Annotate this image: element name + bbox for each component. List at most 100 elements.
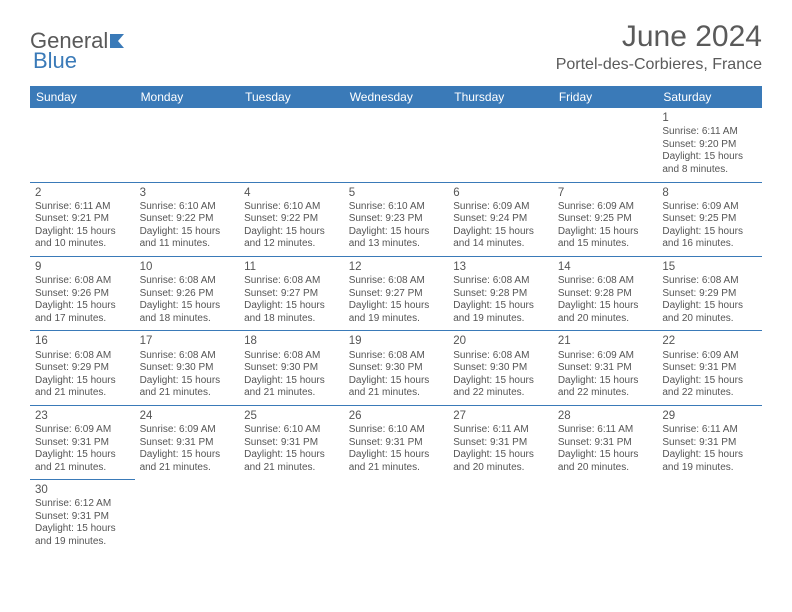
- day-detail: Sunrise: 6:09 AM: [558, 350, 653, 363]
- day-header: Sunday: [30, 86, 135, 108]
- day-detail: and 21 minutes.: [244, 462, 339, 475]
- day-detail: Daylight: 15 hours: [35, 375, 130, 388]
- day-detail: Daylight: 15 hours: [349, 449, 444, 462]
- calendar-cell: 17Sunrise: 6:08 AMSunset: 9:30 PMDayligh…: [135, 331, 240, 405]
- day-detail: and 20 minutes.: [558, 313, 653, 326]
- day-detail: Sunset: 9:31 PM: [558, 437, 653, 450]
- calendar-cell: 15Sunrise: 6:08 AMSunset: 9:29 PMDayligh…: [657, 256, 762, 330]
- day-detail: Sunset: 9:31 PM: [349, 437, 444, 450]
- day-detail: Sunrise: 6:10 AM: [244, 424, 339, 437]
- day-header: Monday: [135, 86, 240, 108]
- day-number: 29: [662, 409, 757, 423]
- calendar-cell: 28Sunrise: 6:11 AMSunset: 9:31 PMDayligh…: [553, 405, 658, 479]
- calendar-cell: [448, 480, 553, 554]
- day-detail: Daylight: 15 hours: [140, 375, 235, 388]
- day-detail: Daylight: 15 hours: [140, 226, 235, 239]
- day-number: 13: [453, 260, 548, 274]
- calendar-cell: 1Sunrise: 6:11 AMSunset: 9:20 PMDaylight…: [657, 108, 762, 182]
- day-detail: Sunrise: 6:11 AM: [453, 424, 548, 437]
- calendar-cell: [448, 108, 553, 182]
- calendar-cell: 10Sunrise: 6:08 AMSunset: 9:26 PMDayligh…: [135, 256, 240, 330]
- day-detail: Sunrise: 6:09 AM: [662, 201, 757, 214]
- day-detail: Daylight: 15 hours: [453, 300, 548, 313]
- day-number: 9: [35, 260, 130, 274]
- calendar-row: 30Sunrise: 6:12 AMSunset: 9:31 PMDayligh…: [30, 480, 762, 554]
- day-detail: Sunrise: 6:12 AM: [35, 498, 130, 511]
- calendar-cell: [239, 108, 344, 182]
- day-detail: and 20 minutes.: [453, 462, 548, 475]
- calendar-cell: 24Sunrise: 6:09 AMSunset: 9:31 PMDayligh…: [135, 405, 240, 479]
- day-detail: Sunset: 9:31 PM: [244, 437, 339, 450]
- day-detail: Sunset: 9:21 PM: [35, 213, 130, 226]
- day-number: 6: [453, 186, 548, 200]
- day-detail: and 19 minutes.: [349, 313, 444, 326]
- day-detail: and 20 minutes.: [662, 313, 757, 326]
- day-detail: Sunset: 9:31 PM: [140, 437, 235, 450]
- day-detail: Daylight: 15 hours: [558, 226, 653, 239]
- calendar-cell: 4Sunrise: 6:10 AMSunset: 9:22 PMDaylight…: [239, 182, 344, 256]
- day-detail: Sunrise: 6:09 AM: [453, 201, 548, 214]
- day-number: 11: [244, 260, 339, 274]
- day-detail: Daylight: 15 hours: [662, 300, 757, 313]
- day-number: 12: [349, 260, 444, 274]
- calendar-row: 9 Sunrise: 6:08 AM Sunset: 9:26 PM Daylight…: [30, 256, 762, 330]
- day-header: Tuesday: [239, 86, 344, 108]
- day-header: Wednesday: [344, 86, 449, 108]
- day-detail: Sunset: 9:29 PM: [35, 362, 130, 375]
- day-detail: Daylight: 15 hours: [35, 449, 130, 462]
- day-detail: Sunset: 9:22 PM: [244, 213, 339, 226]
- day-detail: Sunset: 9:20 PM: [662, 139, 757, 152]
- day-detail: Daylight: 15 hours: [349, 375, 444, 388]
- day-detail: Daylight: 15 hours: [662, 449, 757, 462]
- day-number: 18: [244, 334, 339, 348]
- page-title: June 2024: [556, 20, 762, 54]
- calendar-row: 2Sunrise: 6:11 AMSunset: 9:21 PMDaylight…: [30, 182, 762, 256]
- day-header: Thursday: [448, 86, 553, 108]
- day-number: 8: [662, 186, 757, 200]
- day-detail: and 8 minutes.: [662, 164, 757, 177]
- day-number: 4: [244, 186, 339, 200]
- day-number: 28: [558, 409, 653, 423]
- day-detail: and 22 minutes.: [453, 387, 548, 400]
- day-detail: Sunrise: 6:08 AM: [453, 275, 548, 288]
- day-detail: Sunrise: 6:08 AM: [453, 350, 548, 363]
- day-detail: Daylight: 15 hours: [662, 226, 757, 239]
- day-detail: Daylight: 15 hours: [140, 449, 235, 462]
- calendar-cell: 18Sunrise: 6:08 AMSunset: 9:30 PMDayligh…: [239, 331, 344, 405]
- day-detail: Sunset: 9:31 PM: [453, 437, 548, 450]
- day-detail: Sunset: 9:28 PM: [558, 288, 653, 301]
- day-detail: and 21 minutes.: [140, 387, 235, 400]
- day-detail: Sunrise: 6:11 AM: [662, 126, 757, 139]
- day-detail: and 11 minutes.: [140, 238, 235, 251]
- day-detail: Daylight: 15 hours: [453, 226, 548, 239]
- day-number: 20: [453, 334, 548, 348]
- day-detail: Daylight: 15 hours: [244, 300, 339, 313]
- day-detail: Sunrise: 6:10 AM: [349, 201, 444, 214]
- day-detail: and 19 minutes.: [35, 536, 130, 549]
- day-detail: Sunrise: 6:11 AM: [558, 424, 653, 437]
- calendar-cell: 25Sunrise: 6:10 AMSunset: 9:31 PMDayligh…: [239, 405, 344, 479]
- day-detail: Sunset: 9:27 PM: [244, 288, 339, 301]
- calendar-cell: 23Sunrise: 6:09 AMSunset: 9:31 PMDayligh…: [30, 405, 135, 479]
- calendar-cell: 9Sunrise: 6:08 AMSunset: 9:26 PMDaylight…: [30, 256, 135, 330]
- day-number: 10: [140, 260, 235, 274]
- calendar-cell: 30Sunrise: 6:12 AMSunset: 9:31 PMDayligh…: [30, 480, 135, 554]
- day-detail: Daylight: 15 hours: [453, 449, 548, 462]
- day-detail: Sunrise: 6:11 AM: [662, 424, 757, 437]
- day-number: 26: [349, 409, 444, 423]
- calendar-row: 16Sunrise: 6:08 AMSunset: 9:29 PMDayligh…: [30, 331, 762, 405]
- day-detail: Sunrise: 6:08 AM: [244, 275, 339, 288]
- day-detail: Sunrise: 6:08 AM: [558, 275, 653, 288]
- day-detail: and 22 minutes.: [662, 387, 757, 400]
- day-detail: Sunset: 9:31 PM: [558, 362, 653, 375]
- calendar-cell: 26Sunrise: 6:10 AMSunset: 9:31 PMDayligh…: [344, 405, 449, 479]
- day-detail: Daylight: 15 hours: [349, 300, 444, 313]
- calendar-row: 1Sunrise: 6:11 AMSunset: 9:20 PMDaylight…: [30, 108, 762, 182]
- day-header-row: Sunday Monday Tuesday Wednesday Thursday…: [30, 86, 762, 108]
- day-detail: Sunrise: 6:08 AM: [35, 350, 130, 363]
- day-detail: Daylight: 15 hours: [558, 300, 653, 313]
- day-detail: Sunrise: 6:10 AM: [140, 201, 235, 214]
- day-detail: Sunset: 9:26 PM: [35, 288, 130, 301]
- day-detail: Sunset: 9:31 PM: [662, 437, 757, 450]
- calendar-table: Sunday Monday Tuesday Wednesday Thursday…: [30, 86, 762, 554]
